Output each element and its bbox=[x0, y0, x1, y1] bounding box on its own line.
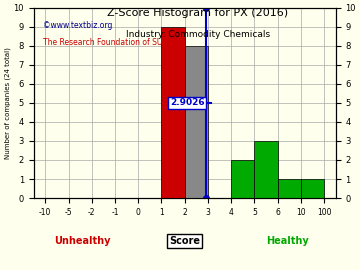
Text: 2.9026: 2.9026 bbox=[170, 98, 204, 107]
Text: Unhealthy: Unhealthy bbox=[54, 236, 110, 246]
Text: The Research Foundation of SUNY: The Research Foundation of SUNY bbox=[43, 38, 172, 47]
Bar bbox=[231, 160, 254, 198]
Text: Industry: Commodity Chemicals: Industry: Commodity Chemicals bbox=[126, 30, 270, 39]
Text: Z-Score Histogram for PX (2016): Z-Score Histogram for PX (2016) bbox=[107, 8, 289, 18]
Bar bbox=[161, 27, 185, 198]
Bar bbox=[278, 179, 301, 198]
Bar bbox=[301, 179, 324, 198]
Text: ©www.textbiz.org: ©www.textbiz.org bbox=[43, 21, 112, 30]
Bar bbox=[254, 141, 278, 198]
Y-axis label: Number of companies (24 total): Number of companies (24 total) bbox=[4, 47, 11, 159]
Bar bbox=[185, 46, 208, 198]
Text: Score: Score bbox=[169, 236, 200, 246]
Text: Healthy: Healthy bbox=[266, 236, 309, 246]
